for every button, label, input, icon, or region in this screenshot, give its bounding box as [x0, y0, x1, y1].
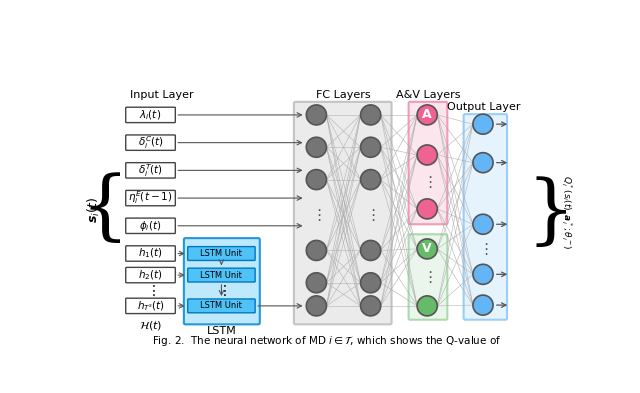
Circle shape — [473, 264, 493, 284]
Text: $h_1(t)$: $h_1(t)$ — [138, 247, 163, 260]
Circle shape — [307, 170, 326, 189]
Text: $\vdots$: $\vdots$ — [478, 241, 488, 257]
Circle shape — [307, 105, 326, 125]
Text: $\vdots$: $\vdots$ — [216, 283, 227, 298]
Text: Fig. 2.  The neural network of MD $i\in\mathcal{T}$, which shows the Q-value of: Fig. 2. The neural network of MD $i\in\m… — [152, 334, 501, 348]
Text: $\boldsymbol{s}_i(t)$: $\boldsymbol{s}_i(t)$ — [86, 197, 102, 223]
Text: $\mathcal{H}(t)$: $\mathcal{H}(t)$ — [139, 320, 162, 332]
Text: $Q_i^*(s_i(t), \boldsymbol{a}_i^*; \theta_i^-)$: $Q_i^*(s_i(t), \boldsymbol{a}_i^*; \thet… — [559, 175, 574, 250]
FancyBboxPatch shape — [125, 218, 175, 233]
Circle shape — [417, 145, 437, 165]
FancyBboxPatch shape — [125, 163, 175, 178]
Text: $\vdots$: $\vdots$ — [422, 174, 433, 190]
FancyBboxPatch shape — [125, 135, 175, 151]
FancyBboxPatch shape — [125, 107, 175, 123]
Text: $h_{T^s}(t)$: $h_{T^s}(t)$ — [136, 299, 164, 313]
Circle shape — [417, 239, 437, 259]
Circle shape — [417, 105, 437, 125]
FancyBboxPatch shape — [125, 246, 175, 261]
Text: $\delta_i^T(t)$: $\delta_i^T(t)$ — [138, 162, 163, 179]
Text: A: A — [422, 108, 432, 121]
Circle shape — [307, 241, 326, 261]
Text: Output Layer: Output Layer — [447, 102, 520, 112]
FancyBboxPatch shape — [408, 102, 447, 224]
Text: $\vdots$: $\vdots$ — [146, 283, 156, 298]
Text: $\vdots$: $\vdots$ — [365, 207, 376, 223]
Text: {: { — [81, 172, 129, 246]
Circle shape — [473, 214, 493, 234]
Circle shape — [307, 273, 326, 293]
Text: $\lambda_i(t)$: $\lambda_i(t)$ — [140, 108, 161, 122]
FancyBboxPatch shape — [188, 246, 255, 261]
Text: }: } — [527, 176, 575, 250]
Circle shape — [360, 170, 381, 189]
Circle shape — [473, 114, 493, 134]
Text: LSTM Unit: LSTM Unit — [200, 301, 243, 310]
FancyBboxPatch shape — [463, 114, 507, 320]
Text: LSTM Unit: LSTM Unit — [200, 270, 243, 279]
Circle shape — [360, 105, 381, 125]
FancyBboxPatch shape — [294, 102, 392, 324]
Circle shape — [307, 137, 326, 157]
Circle shape — [417, 199, 437, 219]
Text: $\phi_i(t)$: $\phi_i(t)$ — [140, 219, 162, 233]
Text: FC Layers: FC Layers — [316, 90, 371, 100]
Circle shape — [473, 152, 493, 173]
FancyBboxPatch shape — [408, 234, 447, 320]
FancyBboxPatch shape — [184, 238, 260, 324]
Circle shape — [360, 273, 381, 293]
Circle shape — [417, 296, 437, 316]
FancyBboxPatch shape — [125, 298, 175, 314]
FancyBboxPatch shape — [188, 268, 255, 282]
Text: $\eta_i^E(t-1)$: $\eta_i^E(t-1)$ — [128, 190, 173, 206]
Circle shape — [307, 296, 326, 316]
Text: $\vdots$: $\vdots$ — [311, 207, 321, 223]
Circle shape — [473, 295, 493, 315]
Text: $\delta_i^C(t)$: $\delta_i^C(t)$ — [138, 134, 163, 151]
Text: V: V — [422, 242, 432, 255]
Text: $h_2(t)$: $h_2(t)$ — [138, 268, 163, 282]
FancyBboxPatch shape — [125, 190, 175, 206]
Text: LSTM: LSTM — [207, 325, 237, 336]
Circle shape — [360, 137, 381, 157]
FancyBboxPatch shape — [188, 299, 255, 313]
Text: A&V Layers: A&V Layers — [396, 90, 460, 100]
Text: $\vdots$: $\vdots$ — [422, 269, 433, 285]
Text: Input Layer: Input Layer — [129, 90, 193, 100]
Circle shape — [360, 296, 381, 316]
Circle shape — [360, 241, 381, 261]
FancyBboxPatch shape — [125, 267, 175, 283]
Text: LSTM Unit: LSTM Unit — [200, 249, 243, 258]
